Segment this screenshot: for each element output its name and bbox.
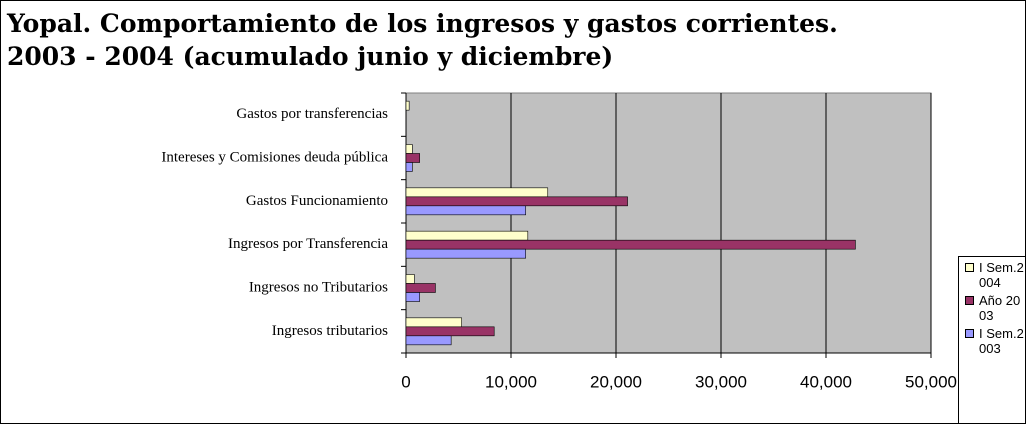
legend-swatch <box>965 263 974 272</box>
bar <box>405 239 856 250</box>
bar <box>405 230 529 241</box>
y-tick-label: Intereses y Comisiones deuda pública <box>161 149 388 165</box>
bar <box>405 205 526 216</box>
legend-item: I Sem.2004 <box>963 260 1025 290</box>
bar <box>405 326 495 337</box>
chart-title: Yopal. Comportamiento de los ingresos y … <box>7 7 838 73</box>
bar <box>405 317 462 328</box>
legend: I Sem.2004 Año 2003 I Sem.2003 <box>958 256 1025 423</box>
x-tick-label: 0 <box>401 372 410 391</box>
y-tick-label: Gastos por transferencias <box>236 106 388 122</box>
x-tick-label: 30,000 <box>695 372 747 391</box>
bar <box>405 153 420 163</box>
bar <box>405 144 413 154</box>
y-tick-label: Ingresos tributarios <box>272 323 388 339</box>
y-tick-label: Ingresos no Tributarios <box>249 279 388 295</box>
legend-swatch <box>965 296 974 305</box>
legend-label: Año 2003 <box>979 293 1021 323</box>
bar <box>405 292 420 302</box>
x-tick-label: 40,000 <box>800 372 852 391</box>
legend-label: I Sem.2004 <box>979 260 1024 290</box>
title-line: Yopal. Comportamiento de los ingresos y … <box>7 9 838 38</box>
bar <box>405 283 436 293</box>
bar <box>405 335 452 346</box>
legend-item: Año 2003 <box>963 293 1025 323</box>
plot-area <box>405 92 932 354</box>
title-line: 2003 - 2004 (acumulado junio y diciembre… <box>7 42 614 71</box>
x-tick-label: 50,000 <box>905 372 957 391</box>
x-tick-label: 20,000 <box>590 372 642 391</box>
y-tick-label: Ingresos por Transferencia <box>228 236 388 252</box>
bar <box>405 274 415 284</box>
bar <box>405 100 410 111</box>
bar <box>405 187 549 198</box>
x-tick-label: 10,000 <box>485 372 537 391</box>
y-tick-label: Gastos Funcionamiento <box>246 193 388 209</box>
bar <box>405 162 413 172</box>
legend-swatch <box>965 329 974 338</box>
bar <box>405 248 526 259</box>
legend-label: I Sem.2003 <box>979 326 1024 356</box>
bar <box>405 196 628 207</box>
legend-item: I Sem.2003 <box>963 326 1025 356</box>
